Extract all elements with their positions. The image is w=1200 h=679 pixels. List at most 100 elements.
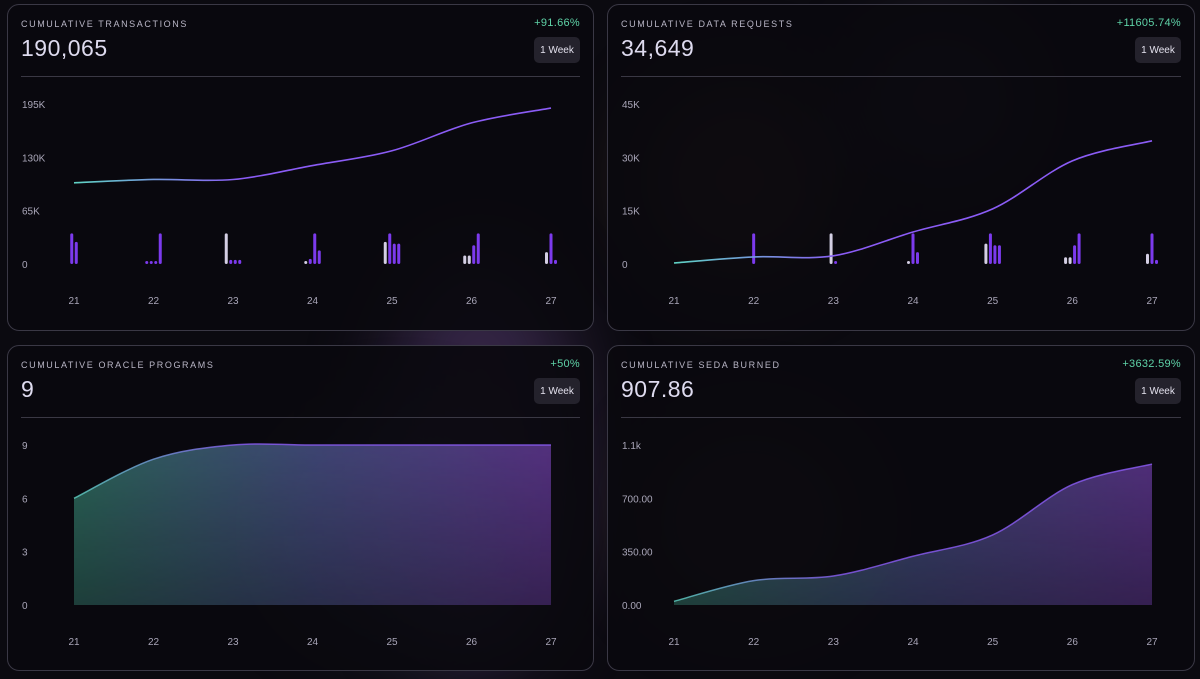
x-tick-label: 25 xyxy=(987,637,999,648)
activity-bar xyxy=(1150,233,1154,264)
oracle-programs-card: CUMULATIVE ORACLE PROGRAMS +50% 9 1 Week… xyxy=(7,345,594,671)
activity-bar xyxy=(911,233,915,264)
activity-bar xyxy=(145,261,149,264)
x-tick-label: 27 xyxy=(1146,637,1158,648)
time-range-button[interactable]: 1 Week xyxy=(1135,37,1181,63)
oracle-programs-chart: 0 3 6 9 21 22 23 24 25 26 27 xyxy=(22,441,557,648)
activity-bar xyxy=(224,233,228,264)
activity-bar xyxy=(1077,233,1081,264)
activity-bar xyxy=(308,258,312,264)
activity-bar xyxy=(1146,253,1149,264)
divider xyxy=(21,417,580,418)
x-tick-label: 24 xyxy=(907,637,919,648)
x-tick-label: 23 xyxy=(227,296,239,307)
x-tick-label: 21 xyxy=(668,296,680,307)
y-tick-label: 195K xyxy=(22,100,46,111)
x-tick-label: 26 xyxy=(466,637,478,648)
activity-bar xyxy=(392,243,396,264)
x-tick-label: 23 xyxy=(828,296,840,307)
x-tick-label: 22 xyxy=(148,637,160,648)
x-tick-label: 23 xyxy=(227,637,239,648)
metric-value: 907.86 xyxy=(621,376,695,402)
x-tick-label: 25 xyxy=(987,296,999,307)
y-tick-label: 3 xyxy=(22,548,28,559)
activity-bar xyxy=(463,255,467,264)
x-tick-label: 22 xyxy=(148,296,160,307)
x-tick-label: 21 xyxy=(68,637,80,648)
time-range-button[interactable]: 1 Week xyxy=(1135,378,1181,404)
activity-bar xyxy=(997,245,1001,264)
activity-bar xyxy=(907,261,910,264)
x-tick-label: 27 xyxy=(1146,296,1158,307)
x-tick-label: 25 xyxy=(386,296,398,307)
activity-bar xyxy=(993,245,997,264)
activity-bar xyxy=(70,233,74,264)
seda-burned-card: CUMULATIVE SEDA BURNED +3632.59% 907.86 … xyxy=(607,345,1195,671)
y-tick-label: 30K xyxy=(622,153,640,164)
activity-bar xyxy=(988,233,992,264)
x-tick-label: 22 xyxy=(748,296,760,307)
change-badge: +11605.74% xyxy=(1116,17,1181,29)
x-tick-label: 26 xyxy=(1067,637,1079,648)
activity-bar xyxy=(834,261,838,264)
y-tick-label: 0 xyxy=(622,260,628,271)
activity-bar xyxy=(467,255,471,264)
x-tick-label: 27 xyxy=(545,637,557,648)
y-tick-label: 130K xyxy=(22,153,46,164)
activity-bar xyxy=(752,233,756,264)
x-tick-label: 22 xyxy=(748,637,760,648)
activity-bar xyxy=(829,233,833,264)
change-badge: +50% xyxy=(550,358,580,370)
activity-bar xyxy=(304,261,308,264)
x-tick-label: 26 xyxy=(466,296,478,307)
series-area xyxy=(74,443,551,605)
y-tick-label: 9 xyxy=(22,441,28,452)
divider xyxy=(21,76,580,77)
x-tick-label: 26 xyxy=(1067,296,1079,307)
x-tick-label: 24 xyxy=(907,296,919,307)
series-line xyxy=(73,443,551,500)
x-tick-label: 21 xyxy=(68,296,80,307)
series-line xyxy=(673,140,1153,264)
metric-value: 34,649 xyxy=(621,35,695,61)
y-tick-label: 45K xyxy=(622,100,640,111)
x-tick-label: 27 xyxy=(545,296,557,307)
y-tick-label: 6 xyxy=(22,494,28,505)
activity-bar xyxy=(238,259,242,264)
activity-bar xyxy=(317,250,321,264)
activity-bar xyxy=(397,243,401,264)
x-tick-label: 25 xyxy=(386,637,398,648)
activity-bar xyxy=(383,241,387,264)
time-range-button[interactable]: 1 Week xyxy=(534,378,580,404)
activity-bar xyxy=(916,252,919,264)
data-requests-card: CUMULATIVE DATA REQUESTS +11605.74% 34,6… xyxy=(607,4,1195,331)
x-tick-label: 21 xyxy=(668,637,680,648)
activity-bar xyxy=(549,233,553,264)
activity-bar xyxy=(1155,259,1158,264)
x-tick-label: 23 xyxy=(828,637,840,648)
time-range-button[interactable]: 1 Week xyxy=(534,37,580,63)
card-title: CUMULATIVE SEDA BURNED xyxy=(621,360,781,370)
y-tick-label: 0 xyxy=(22,260,28,271)
activity-bar xyxy=(149,261,153,264)
activity-bar xyxy=(1068,257,1072,264)
metric-value: 9 xyxy=(21,376,35,402)
y-tick-label: 1.1k xyxy=(622,441,642,452)
y-tick-label: 350.00 xyxy=(622,548,653,559)
y-tick-label: 700.00 xyxy=(622,494,653,505)
metric-value: 190,065 xyxy=(21,35,108,61)
transactions-chart: 0 65K 130K 195K 21 22 23 24 25 26 27 xyxy=(22,100,557,307)
series-line xyxy=(73,107,552,184)
card-title: CUMULATIVE ORACLE PROGRAMS xyxy=(21,360,215,370)
activity-bar xyxy=(476,233,480,264)
activity-bar xyxy=(388,233,392,264)
series-line xyxy=(673,463,1153,603)
divider xyxy=(621,417,1181,418)
activity-bar xyxy=(313,233,317,264)
y-tick-label: 0.00 xyxy=(622,601,642,612)
activity-bar xyxy=(554,259,557,264)
activity-bar xyxy=(984,243,988,264)
activity-bar xyxy=(545,252,548,264)
activity-bar xyxy=(472,245,476,264)
divider xyxy=(621,76,1181,77)
